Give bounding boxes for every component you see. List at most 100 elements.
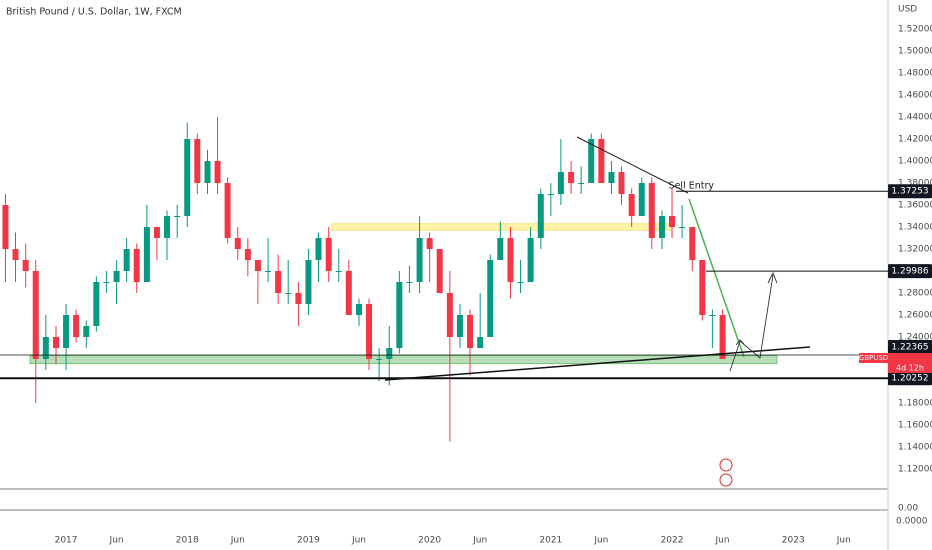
x-tick-label: Jun: [715, 536, 730, 546]
candle-body: [52, 336, 59, 348]
trendline: [384, 346, 811, 381]
y-tick-label: 1.12000: [898, 464, 932, 474]
candle-body: [396, 282, 403, 348]
candle-body: [386, 347, 393, 359]
y-tick-label: 1.52000: [898, 25, 932, 35]
candle-body: [12, 249, 19, 261]
candle-body: [426, 238, 433, 250]
candle-body: [2, 205, 9, 250]
x-tick-label: 2018: [176, 536, 199, 546]
candle-body: [366, 304, 373, 359]
y-tick-label: 1.24000: [898, 332, 932, 342]
candle-body: [305, 260, 312, 305]
candle-body: [436, 249, 443, 294]
annotation: Sell Entry: [669, 181, 715, 192]
currency-label: USD: [898, 5, 917, 15]
candle-body: [416, 238, 423, 283]
candle-body: [355, 304, 362, 316]
candle-body: [42, 336, 49, 359]
candles: [2, 117, 726, 442]
y-tick-label: 1.36000: [898, 201, 932, 211]
arrow-head: [767, 271, 778, 284]
candle-body: [669, 216, 676, 228]
candle-body: [456, 315, 463, 337]
y-tick-label: 1.48000: [898, 69, 932, 79]
candle-body: [638, 183, 645, 217]
candle-body: [174, 216, 181, 218]
candle-body: [487, 260, 494, 337]
x-tick-label: Jun: [109, 536, 124, 546]
candle-body: [608, 172, 615, 184]
candle-body: [699, 260, 706, 316]
candle-body: [73, 315, 80, 337]
resistance-zone: [331, 223, 673, 231]
y-tick-label: 1.42000: [898, 135, 932, 145]
candle-body: [123, 249, 130, 272]
countdown-tag: [888, 353, 932, 373]
candle-body: [588, 139, 595, 184]
candle-body: [497, 238, 504, 261]
y-tick-label: 1.50000: [898, 47, 932, 57]
candle-body: [507, 238, 514, 283]
candle-body: [376, 358, 383, 360]
candle-body: [679, 227, 686, 229]
symbol-tag-label: GBPUSD: [859, 354, 888, 362]
x-tick-label: 2017: [55, 536, 78, 546]
x-tick-label: Jun: [836, 536, 851, 546]
x-tick-label: 2019: [297, 536, 320, 546]
y-tick-label: 1.26000: [898, 311, 932, 321]
candle-body: [648, 183, 655, 239]
candle-body: [578, 183, 585, 185]
candle-body: [153, 227, 160, 239]
event-icon[interactable]: [719, 458, 733, 472]
event-icon[interactable]: [719, 473, 733, 487]
x-tick-label: Jun: [230, 536, 245, 546]
price-tag: [888, 339, 932, 354]
candle-body: [598, 139, 605, 184]
candle-body: [689, 227, 696, 261]
arrow-head: [735, 339, 745, 346]
x-tick-label: 2022: [661, 536, 684, 546]
x-tick-label: 2021: [539, 536, 562, 546]
x-tick-label: Jun: [593, 536, 608, 546]
x-tick-label: 2020: [418, 536, 441, 546]
candle-body: [214, 161, 221, 184]
support-zone: [29, 355, 778, 365]
candle-body: [345, 271, 352, 316]
chart-title: British Pound / U.S. Dollar, 1W, FXCM: [6, 7, 182, 18]
candle-body: [22, 260, 29, 272]
candle-body: [204, 161, 211, 184]
price-tag-label: 1.29986: [891, 267, 928, 277]
candle-body: [709, 315, 716, 317]
candle-body: [234, 238, 241, 250]
candle-body: [32, 271, 39, 359]
candle-body: [143, 227, 150, 283]
candle-body: [557, 172, 564, 195]
candle-body: [265, 271, 272, 273]
trendline: [688, 198, 745, 358]
candle-body: [93, 282, 100, 326]
y-tick-label: 1.16000: [898, 420, 932, 430]
candle-body: [628, 194, 635, 217]
projection-arrow: [729, 274, 774, 372]
y-tick-label: 1.34000: [898, 223, 932, 233]
panel-tick: 0.0000: [896, 517, 928, 527]
candle-body: [133, 249, 140, 283]
candle-body: [466, 315, 473, 348]
symbol-tag: [859, 353, 888, 363]
candle-body: [537, 194, 544, 239]
candle-body: [103, 282, 110, 284]
x-tick-label: Jun: [351, 536, 366, 546]
candle-body: [658, 216, 665, 239]
candle-body: [335, 271, 342, 273]
candle-body: [275, 271, 282, 294]
candle-body: [113, 271, 120, 283]
candle-body: [285, 293, 292, 295]
candle-body: [164, 216, 171, 239]
candle-body: [254, 260, 261, 272]
panel-tick: 0.00: [898, 504, 918, 514]
price-tag-label: 1.37253: [891, 187, 928, 197]
candle-body: [224, 183, 231, 239]
candle-body: [547, 194, 554, 196]
